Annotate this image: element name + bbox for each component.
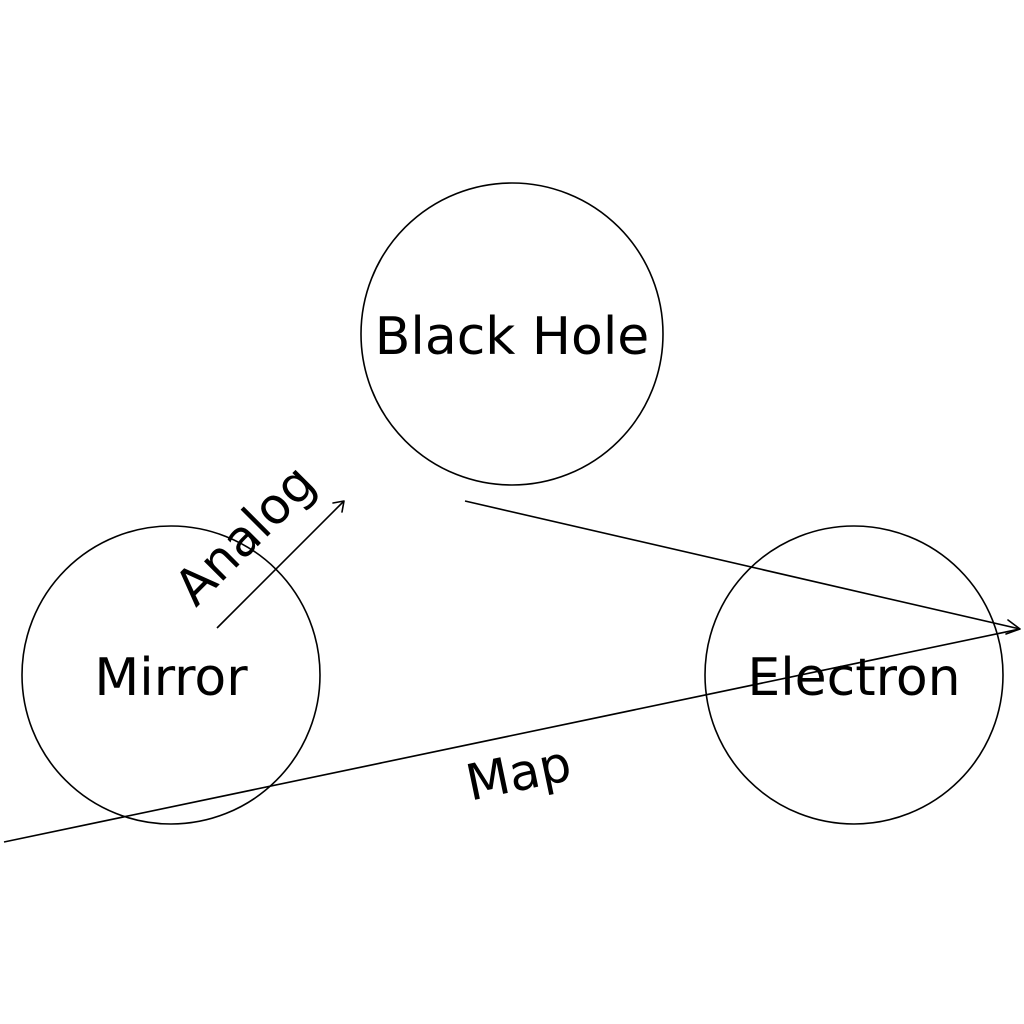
node-electron: Electron (704, 525, 1004, 825)
edge-map-label: Map (461, 734, 576, 812)
node-electron-label: Electron (747, 648, 960, 708)
edge-map-arrowhead (1005, 619, 1021, 635)
node-mirror-label: Mirror (94, 648, 248, 708)
edge-black-hole-to-electron-line (464, 500, 1021, 630)
node-mirror: Mirror (21, 525, 321, 825)
node-electron-circle (704, 525, 1004, 825)
edge-analog-line (216, 500, 345, 629)
edge-analog-arrowhead (332, 500, 345, 513)
node-black-hole-label: Black Hole (375, 307, 650, 367)
edge-analog-label: Analog (163, 453, 326, 616)
node-black-hole: Black Hole (360, 182, 664, 486)
edge-map-line (3, 628, 1021, 843)
node-black-hole-circle (360, 182, 664, 486)
edge-analog: Analog (163, 453, 345, 629)
edge-black-hole-to-electron (464, 500, 1021, 630)
node-mirror-circle (21, 525, 321, 825)
